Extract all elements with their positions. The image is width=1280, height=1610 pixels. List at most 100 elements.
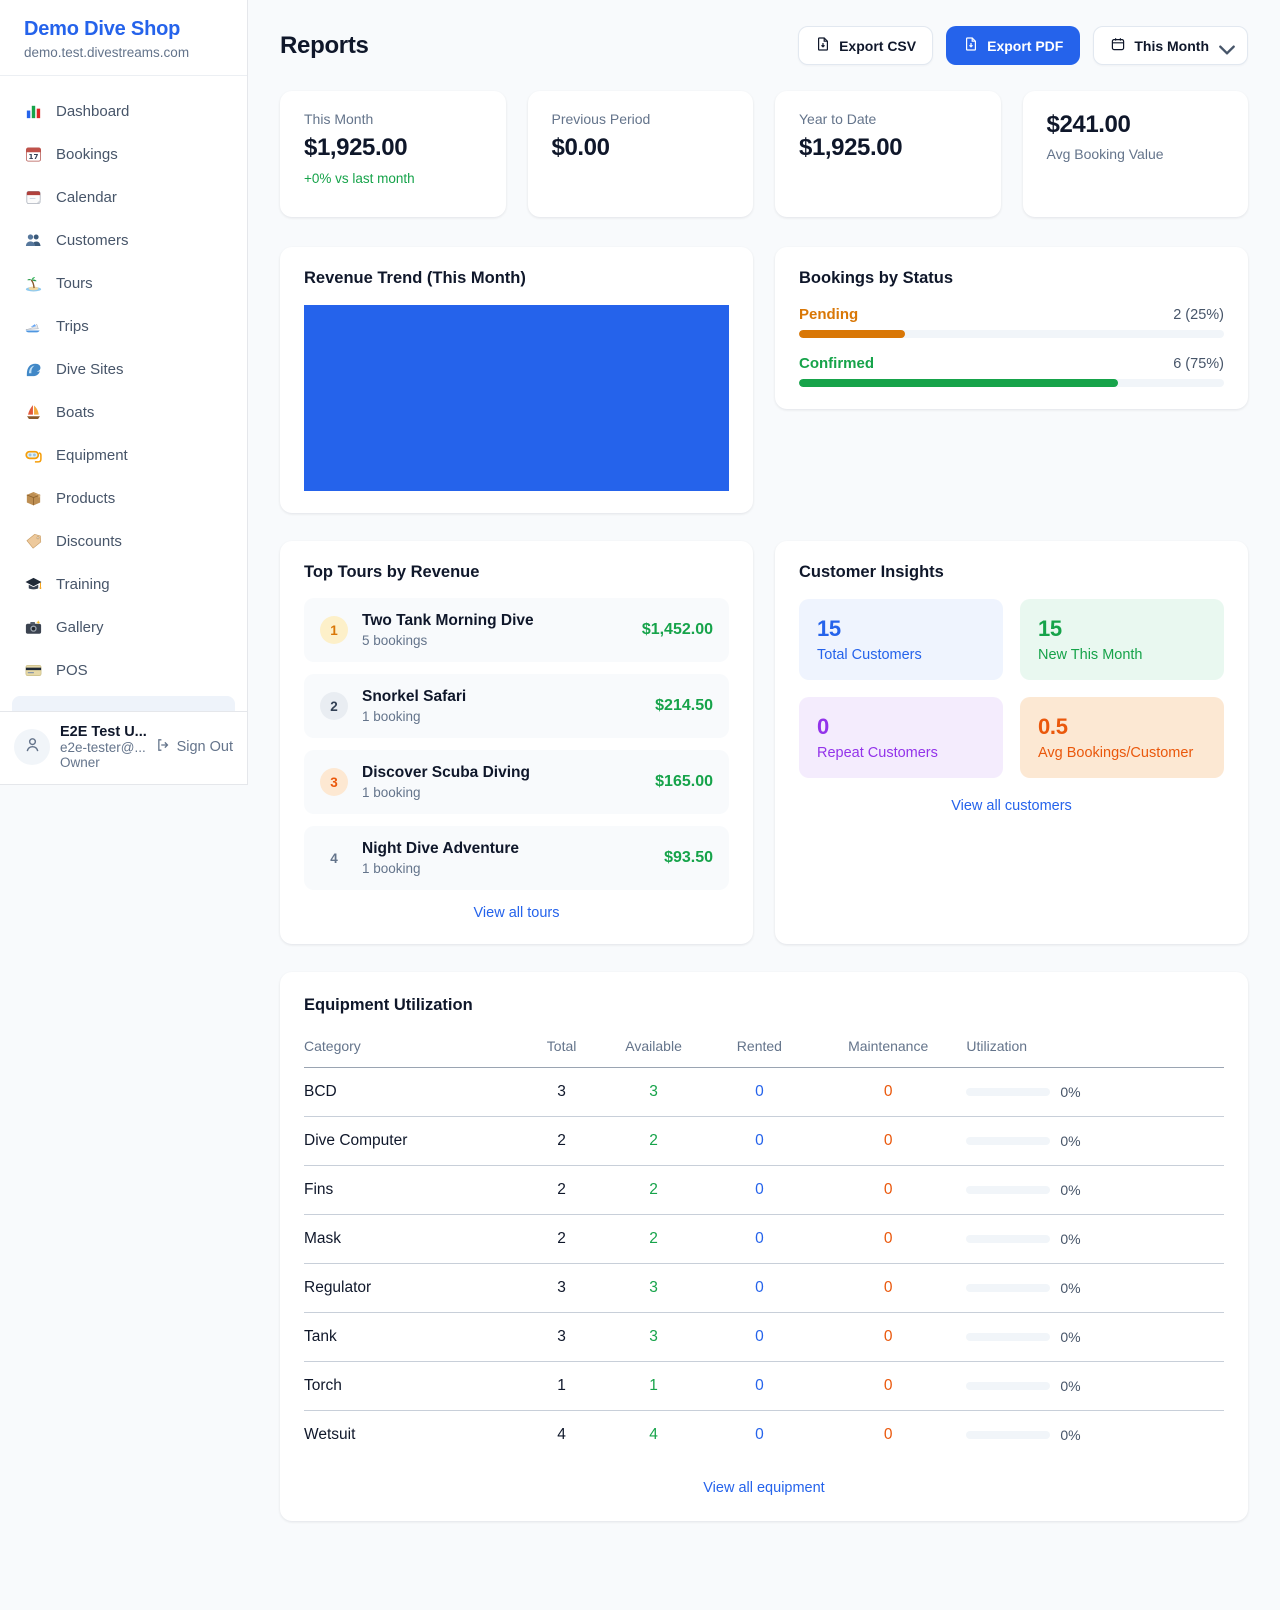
view-all-equipment-link[interactable]: View all equipment <box>703 1480 825 1496</box>
view-all-tours-link[interactable]: View all tours <box>473 905 560 921</box>
equip-total: 2 <box>524 1116 599 1166</box>
sidebar-item-dashboard[interactable]: Dashboard <box>12 90 235 133</box>
utilization-bar <box>966 1186 1051 1194</box>
sidebar-item-discounts[interactable]: Discounts <box>12 520 235 563</box>
sidebar-item-trips[interactable]: Trips <box>12 305 235 348</box>
utilization-pct: 0% <box>1060 1084 1081 1100</box>
calendar-pad-icon <box>24 188 43 207</box>
status-label: Pending <box>799 306 859 323</box>
shop-domain: demo.test.divestreams.com <box>24 45 190 60</box>
customer-insights-title: Customer Insights <box>799 563 944 581</box>
column-header: Utilization <box>966 1025 1224 1068</box>
tour-name: Snorkel Safari <box>362 688 467 705</box>
equip-maintenance: 0 <box>809 1067 967 1117</box>
sidebar-item-products[interactable]: Products <box>12 477 235 520</box>
equip-category: Torch <box>304 1361 525 1411</box>
export-csv-button[interactable]: Export CSV <box>798 26 934 65</box>
insights-row: Top Tours by Revenue 1 Two Tank Morning … <box>280 541 1248 944</box>
tour-bookings: 1 booking <box>362 785 421 800</box>
sign-out-button[interactable]: Sign Out <box>155 737 233 757</box>
table-row: Regulator 3 3 0 0 0% <box>304 1263 1224 1313</box>
equip-available: 3 <box>598 1067 709 1117</box>
sidebar-item-calendar[interactable]: Calendar <box>12 176 235 219</box>
sidebar-item-bookings[interactable]: 17 Bookings <box>12 133 235 176</box>
insight-value: 0.5 <box>1038 714 1068 739</box>
stat-card: Year to Date $1,925.00 <box>775 91 1001 217</box>
header-actions: Export CSV Export PDF This Month <box>798 26 1248 65</box>
sidebar-item-equipment[interactable]: Equipment <box>12 434 235 477</box>
column-header: Maintenance <box>809 1025 967 1068</box>
utilization-bar <box>966 1382 1051 1390</box>
sidebar-item-gallery[interactable]: Gallery <box>12 606 235 649</box>
equip-maintenance: 0 <box>809 1312 967 1362</box>
top-tours-title: Top Tours by Revenue <box>304 563 480 581</box>
page-title: Reports <box>280 31 369 59</box>
people-icon <box>24 231 43 250</box>
equip-maintenance: 0 <box>809 1214 967 1264</box>
sidebar-item-clipped[interactable] <box>12 696 235 711</box>
chevron-down-icon <box>1219 42 1235 55</box>
insight-value: 15 <box>817 616 841 641</box>
rank-badge: 1 <box>320 616 348 644</box>
tour-list-item[interactable]: 3 Discover Scuba Diving 1 booking $165.0… <box>304 750 729 814</box>
sidebar-item-label: Tours <box>56 275 93 292</box>
sidebar-item-label: Discounts <box>56 533 122 550</box>
utilization-pct: 0% <box>1060 1427 1081 1443</box>
equip-rented: 0 <box>708 1214 810 1264</box>
equip-category: BCD <box>304 1067 525 1117</box>
export-pdf-label: Export PDF <box>987 37 1064 54</box>
sailboat-icon <box>24 403 43 422</box>
stat-card: This Month $1,925.00 +0% vs last month <box>280 91 506 217</box>
stat-delta: +0% vs last month <box>304 171 415 186</box>
stat-card: Previous Period $0.00 <box>527 91 753 217</box>
rank-badge: 2 <box>320 692 348 720</box>
sidebar-item-tours[interactable]: Tours <box>12 262 235 305</box>
utilization-bar <box>966 1088 1051 1096</box>
utilization-pct: 0% <box>1060 1280 1081 1296</box>
view-all-customers-link[interactable]: View all customers <box>951 798 1072 814</box>
status-bar-fill <box>799 330 906 338</box>
sidebar-item-customers[interactable]: Customers <box>12 219 235 262</box>
tour-list-item[interactable]: 4 Night Dive Adventure 1 booking $93.50 <box>304 826 729 890</box>
sidebar-item-training[interactable]: Training <box>12 563 235 606</box>
utilization-pct: 0% <box>1060 1329 1081 1345</box>
equip-category: Regulator <box>304 1263 525 1313</box>
sidebar-item-boats[interactable]: Boats <box>12 391 235 434</box>
user-email: e2e-tester@... <box>60 740 146 755</box>
tour-list-item[interactable]: 1 Two Tank Morning Dive 5 bookings $1,45… <box>304 598 729 662</box>
svg-text:17: 17 <box>29 152 39 161</box>
charts-row: Revenue Trend (This Month) Bookings by S… <box>280 247 1248 513</box>
sidebar-item-label: Boats <box>56 404 95 421</box>
file-download-icon <box>815 36 831 55</box>
utilization-cell: 0% <box>966 1231 1224 1247</box>
period-label: This Month <box>1134 37 1209 54</box>
period-dropdown[interactable]: This Month <box>1093 26 1248 65</box>
export-csv-label: Export CSV <box>839 37 917 54</box>
status-row: Confirmed 6 (75%) <box>799 355 1224 387</box>
tour-name: Two Tank Morning Dive <box>362 612 534 629</box>
sidebar-item-label: POS <box>56 662 88 679</box>
utilization-cell: 0% <box>966 1182 1224 1198</box>
utilization-pct: 0% <box>1060 1378 1081 1394</box>
insight-tile: 15 New This Month <box>1020 599 1224 680</box>
brand-block: Demo Dive Shop demo.test.divestreams.com <box>0 0 247 76</box>
sidebar-item-label: Products <box>56 490 116 507</box>
equip-available: 1 <box>598 1361 709 1411</box>
rank-badge: 4 <box>330 850 338 866</box>
sidebar-item-label: Equipment <box>56 447 128 464</box>
dive-mask-icon <box>24 446 43 465</box>
tour-list-item[interactable]: 2 Snorkel Safari 1 booking $214.50 <box>304 674 729 738</box>
island-icon <box>24 274 43 293</box>
insight-label: New This Month <box>1038 647 1143 663</box>
file-download-icon <box>963 36 979 55</box>
table-row: Wetsuit 4 4 0 0 0% <box>304 1411 1224 1460</box>
table-row: Fins 2 2 0 0 0% <box>304 1165 1224 1215</box>
equip-category: Mask <box>304 1214 525 1264</box>
utilization-pct: 0% <box>1060 1231 1081 1247</box>
equipment-utilization-card: Equipment Utilization Category Total Avail… <box>280 972 1248 1521</box>
insight-value: 0 <box>817 714 829 739</box>
equip-available: 3 <box>598 1312 709 1362</box>
export-pdf-button[interactable]: Export PDF <box>946 26 1081 65</box>
sidebar-item-pos[interactable]: POS <box>12 649 235 692</box>
sidebar-item-dive-sites[interactable]: Dive Sites <box>12 348 235 391</box>
